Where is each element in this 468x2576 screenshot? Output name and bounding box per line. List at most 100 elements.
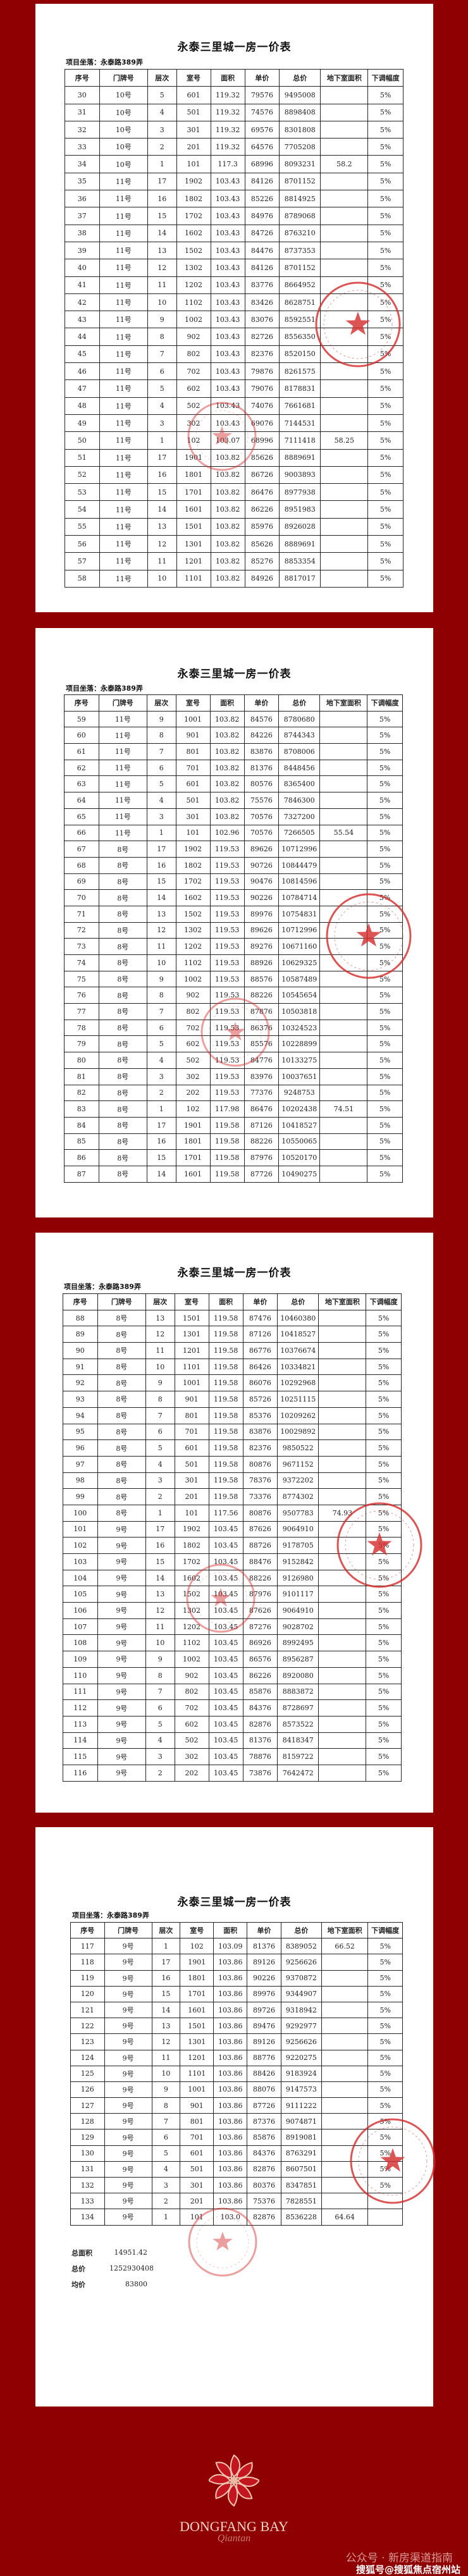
cell-basement-area: [318, 1634, 367, 1652]
cell-basement-area: [320, 362, 369, 381]
cell-door-number: 8号: [97, 1309, 147, 1327]
cell-total-price: 9074871: [280, 2113, 322, 2130]
table-row: 52 11号 16 1801 103.82 86726 9003893 5%: [65, 465, 403, 484]
cell-unit-price: 80576: [243, 775, 280, 793]
cell-room-number: 1301: [176, 535, 211, 553]
cell-discount: 5%: [366, 1358, 402, 1376]
cell-basement-area: 64.64: [321, 2209, 369, 2226]
cell-area: 103.45: [208, 1553, 243, 1570]
table-row: 49 11号 3 302 103.43 69076 7144531 5%: [65, 414, 403, 433]
cell-unit-price: 79076: [244, 379, 280, 398]
table-row: 32 10号 3 301 119.32 69576 8301808 5%: [65, 120, 403, 139]
cell-basement-area: [318, 1423, 367, 1441]
cell-total-price: 8992495: [277, 1634, 319, 1652]
column-header-unit-price: 单价: [244, 68, 280, 87]
cell-room-number: 1302: [174, 1602, 209, 1619]
column-header-room-number: 室号: [175, 694, 211, 712]
cell-area: 119.53: [209, 1068, 245, 1085]
cell-floor: 9: [151, 2081, 181, 2098]
table-row: 56 11号 12 1301 103.82 85626 8889691 5%: [65, 535, 403, 553]
column-header-area: 面积: [209, 694, 245, 712]
cell-discount: 5%: [366, 1699, 402, 1716]
cell-total-price: 8763210: [279, 224, 321, 242]
cell-total-price: 8977938: [279, 483, 321, 502]
cell-seq: 64: [64, 792, 99, 809]
cell-area: 103.45: [208, 1667, 243, 1684]
cell-door-number: 9号: [97, 1683, 147, 1701]
cell-area: 119.53: [209, 1035, 245, 1053]
cell-door-number: 9号: [104, 2065, 152, 2082]
cell-door-number: 9号: [104, 2018, 152, 2035]
cell-door-number: 9号: [104, 2145, 152, 2162]
cell-basement-area: [319, 856, 368, 874]
cell-room-number: 202: [175, 1084, 211, 1102]
cell-total-price: 9220275: [280, 2049, 322, 2066]
cell-basement-area: [318, 1732, 367, 1749]
cell-basement-area: [318, 1326, 367, 1343]
cell-basement-area: [319, 1116, 368, 1134]
cell-room-number: 1801: [175, 1133, 211, 1150]
cell-room-number: 501: [176, 103, 211, 121]
table-row: 53 11号 15 1701 103.82 86476 8977938 5%: [65, 483, 403, 502]
cell-discount: 5%: [367, 743, 403, 760]
cell-unit-price: 82876: [247, 2160, 281, 2178]
cell-seq: 100: [63, 1504, 98, 1522]
table-row: 134 9号 1 101 103.0 82876 8536228 64.64: [70, 2209, 403, 2226]
summary-block: 总面积 14951.42 总价 1252930408 均价 83800: [71, 2245, 154, 2292]
cell-seq: 102: [63, 1537, 98, 1554]
table-row: 123 9号 12 1301 103.86 89126 9256626 5%: [70, 2033, 403, 2050]
cell-unit-price: 87626: [242, 1602, 278, 1619]
cell-unit-price: 86726: [244, 465, 280, 484]
cell-floor: 15: [147, 207, 177, 225]
cell-room-number: 1202: [174, 1618, 209, 1636]
cell-unit-price: 64576: [244, 138, 280, 156]
cell-unit-price: 85876: [247, 2129, 281, 2146]
cell-floor: 10: [145, 1358, 175, 1376]
cell-floor: 6: [147, 362, 177, 381]
cell-basement-area: 58.2: [320, 155, 369, 173]
cell-room-number: 1601: [180, 2001, 214, 2019]
table-row: 57 11号 11 1201 103.82 85276 8853354 5%: [65, 552, 403, 570]
cell-unit-price: 80376: [247, 2176, 281, 2194]
cell-unit-price: 88726: [242, 1537, 278, 1554]
column-header-seq: 序号: [65, 68, 100, 87]
cell-total-price: 10671160: [278, 938, 321, 955]
cell-area: 102.96: [209, 824, 245, 842]
cell-area: 103.43: [210, 379, 245, 398]
column-header-unit-price: 单价: [242, 1293, 278, 1310]
cell-room-number: 102: [180, 1938, 214, 1955]
cell-discount: 5%: [366, 1602, 402, 1619]
cell-discount: 5%: [366, 1439, 402, 1457]
cell-basement-area: [321, 2081, 369, 2098]
cell-discount: 5%: [367, 379, 403, 398]
cell-door-number: 11号: [99, 379, 149, 398]
cell-unit-price: 87376: [247, 2113, 281, 2130]
cell-seq: 74: [64, 954, 99, 971]
cell-seq: 44: [65, 328, 100, 346]
cell-room-number: 701: [175, 759, 211, 777]
table-row: 59 11号 9 1001 103.82 84576 8780680 5%: [64, 710, 403, 728]
cell-floor: 15: [151, 1985, 181, 2002]
column-header-seq: 序号: [63, 1293, 98, 1310]
cell-area: 119.53: [209, 841, 245, 858]
cell-discount: 5%: [367, 190, 403, 208]
cell-area: 119.58: [208, 1391, 243, 1408]
cell-room-number: 902: [174, 1667, 209, 1684]
cell-seq: 111: [63, 1683, 98, 1701]
table-row: 112 9号 6 702 103.45 84376 8728697 5%: [63, 1699, 402, 1716]
cell-discount: 5%: [367, 1938, 403, 1955]
cell-discount: 5%: [367, 1068, 403, 1085]
cell-unit-price: 84476: [244, 241, 280, 260]
cell-basement-area: [319, 775, 368, 793]
cell-discount: 5%: [367, 465, 403, 484]
cell-discount: 5%: [367, 2097, 403, 2114]
table-header-row: 序号 门牌号 层次 室号 面积 单价 总价 地下室面积 下调幅度: [65, 68, 403, 87]
cell-area: 119.53: [209, 970, 245, 988]
cell-door-number: 8号: [97, 1407, 147, 1424]
cell-total-price: 7144531: [279, 414, 321, 433]
cell-discount: 5%: [366, 1309, 402, 1327]
cell-seq: 79: [64, 1035, 99, 1053]
table-row: 104 9号 14 1602 103.45 88226 9126980 5%: [63, 1569, 402, 1587]
cell-basement-area: [321, 2129, 369, 2146]
cell-unit-price: 74576: [244, 103, 280, 121]
